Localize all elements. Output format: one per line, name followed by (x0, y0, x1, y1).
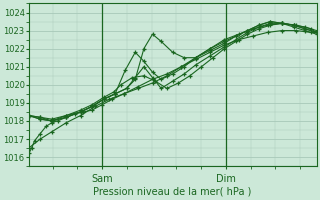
X-axis label: Pression niveau de la mer( hPa ): Pression niveau de la mer( hPa ) (93, 187, 252, 197)
